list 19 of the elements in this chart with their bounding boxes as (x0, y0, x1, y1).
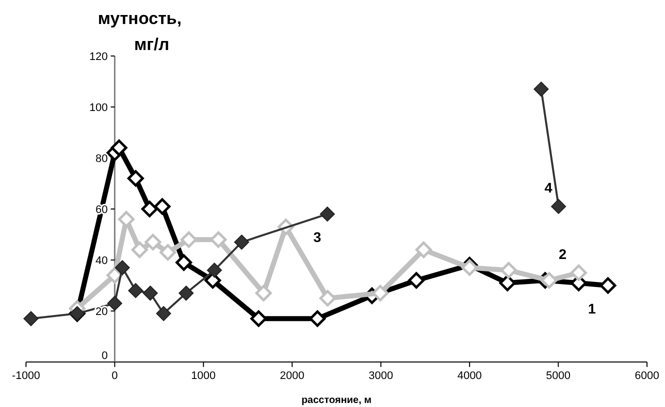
y-tick-label: 40 (95, 255, 108, 267)
series-label: 3 (313, 229, 322, 246)
x-axis-title: расстояние, м (301, 395, 372, 406)
x-tick-label: 0 (112, 370, 118, 382)
x-tick-label: -1000 (12, 370, 40, 382)
y-tick-label: 100 (89, 102, 108, 114)
series-label: 1 (588, 300, 596, 316)
x-tick-label: 6000 (634, 370, 660, 382)
x-tick-label: 2000 (280, 370, 304, 382)
x-tick-label: 4000 (457, 370, 482, 382)
y-tick-label: 0 (102, 350, 108, 362)
y-tick-label: 120 (89, 51, 108, 63)
x-tick-label: 3000 (368, 370, 394, 382)
x-tick-label: 1000 (191, 370, 216, 382)
x-tick-label: 5000 (546, 370, 571, 382)
series-label: 4 (544, 179, 553, 196)
y-tick-label: 80 (95, 153, 108, 165)
y-tick-label: 20 (95, 306, 108, 318)
series-label: 2 (558, 246, 567, 262)
